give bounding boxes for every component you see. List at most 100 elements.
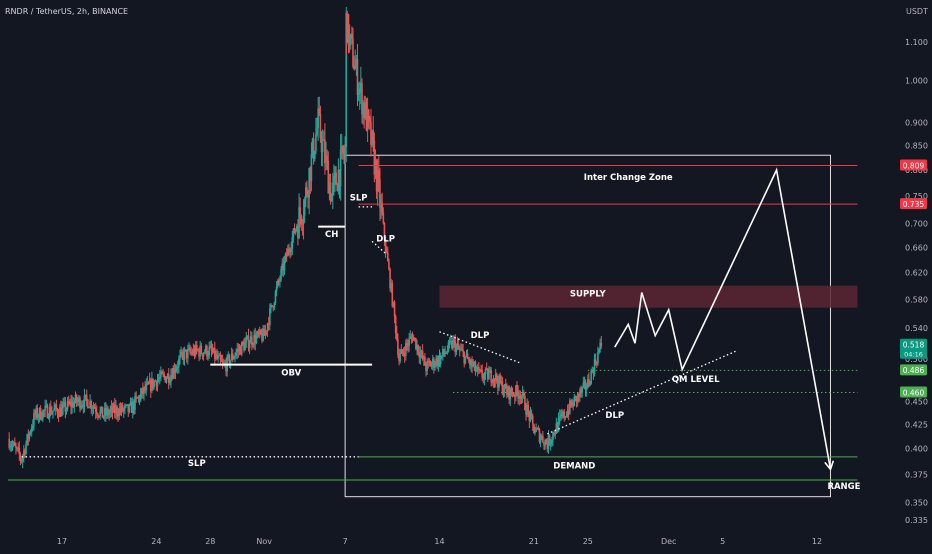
candle (48, 403, 51, 423)
candle (144, 381, 146, 394)
candle (400, 344, 403, 354)
drawing-lines-layer (21, 206, 737, 458)
y-tick-label: 0.620 (905, 269, 928, 278)
candle (18, 441, 21, 461)
candle (322, 130, 325, 141)
candle (348, 24, 351, 53)
candle (152, 378, 154, 391)
candle (135, 391, 137, 403)
candle (473, 361, 476, 371)
candle (160, 366, 162, 382)
y-tick-label: 0.750 (905, 192, 928, 201)
candle (23, 445, 25, 463)
candle (573, 393, 576, 407)
candle (520, 394, 523, 404)
candle (418, 346, 421, 364)
candle (445, 351, 448, 354)
candle (40, 411, 43, 421)
price-label-text: 0.809 (903, 161, 925, 170)
candle (285, 248, 288, 262)
candle (25, 440, 27, 456)
candle (16, 446, 18, 452)
candle (391, 280, 394, 308)
range-box (344, 154, 831, 498)
candle (483, 371, 486, 386)
candle (344, 136, 346, 164)
candle (70, 394, 72, 415)
candle (567, 403, 570, 421)
candle (15, 442, 17, 455)
candle (248, 339, 251, 355)
candle (84, 394, 87, 401)
candle (270, 302, 272, 314)
candle (495, 372, 498, 384)
candle (174, 364, 177, 380)
candle (555, 417, 558, 434)
candle (329, 173, 332, 205)
candle (190, 346, 193, 356)
x-tick-label: 12 (812, 537, 822, 546)
candle (429, 360, 432, 367)
candle (61, 401, 63, 417)
candle (99, 406, 101, 420)
candle (334, 166, 336, 192)
candle (548, 433, 551, 446)
candle (110, 400, 113, 418)
candle (420, 349, 423, 359)
candle (309, 166, 312, 194)
candle (55, 399, 58, 412)
candle (594, 353, 597, 366)
candle (212, 347, 215, 354)
candle (569, 398, 571, 415)
candle (491, 379, 494, 386)
candle (439, 352, 442, 368)
candle (149, 377, 152, 398)
candle (237, 343, 240, 358)
candle (238, 344, 241, 356)
x-tick-label: Nov (256, 537, 272, 546)
candle (556, 421, 559, 433)
candle (216, 348, 218, 360)
candle (63, 396, 66, 408)
candle (346, 10, 349, 43)
candle (530, 409, 533, 420)
candle (592, 367, 595, 380)
candle (202, 352, 205, 361)
candle (138, 395, 141, 406)
candle (28, 431, 31, 442)
candle (438, 349, 441, 368)
candle (93, 403, 96, 409)
candle (472, 359, 475, 368)
price-axis[interactable] (897, 0, 932, 550)
candle (205, 344, 207, 355)
annotation-label: SUPPLY (570, 290, 607, 300)
candle (313, 150, 316, 162)
candle (34, 409, 36, 420)
annotation-label: DLP (471, 331, 490, 341)
time-axis[interactable] (0, 532, 897, 550)
candle (247, 328, 250, 352)
candle (404, 339, 407, 361)
candle (319, 105, 322, 143)
candle (544, 438, 546, 451)
candle (524, 392, 526, 411)
candle (203, 349, 206, 354)
candle (201, 352, 204, 360)
candle (167, 368, 170, 390)
candle (291, 230, 294, 256)
candle (256, 330, 259, 339)
candle (335, 166, 337, 186)
candle (306, 180, 308, 198)
candle (488, 365, 490, 380)
projection-path (614, 167, 832, 470)
candle (364, 96, 367, 120)
candle (357, 82, 360, 102)
candle (42, 409, 44, 423)
candle (124, 403, 126, 415)
candle (292, 227, 295, 243)
annotation-label: DLP (376, 234, 395, 244)
